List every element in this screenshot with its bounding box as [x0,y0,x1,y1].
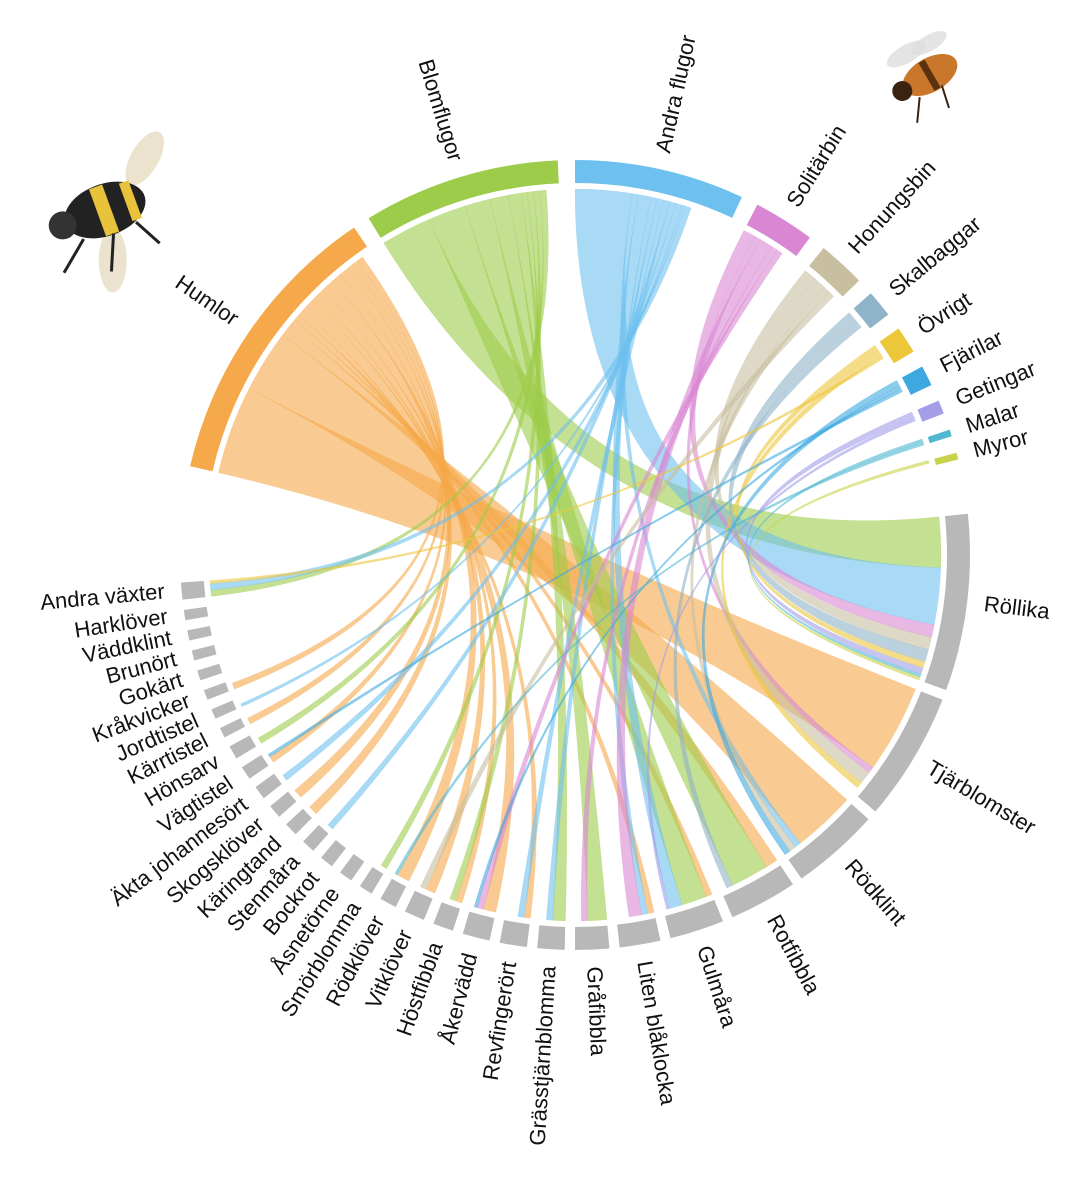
plant-label: Rödklint [840,854,911,930]
ribbons [209,188,942,922]
ribbon [394,441,925,876]
plant-arc [537,925,566,950]
insect-label: Övrigt [913,287,976,340]
plant-arc [270,791,297,817]
ribbon [209,355,885,584]
bee-illustration [886,31,958,123]
plant-arc [462,911,495,941]
insect-arc [575,160,742,218]
insect-arc [917,400,944,422]
plant-arc [255,773,282,799]
plant-arc [723,865,794,918]
plant-arc [183,606,209,621]
plant-label: Grässtjärnblomma [525,965,561,1147]
insect-arc [746,204,810,256]
plant-arc [575,925,610,950]
plant-label: Tjärblomster [923,755,1041,839]
plant-arc [303,824,329,851]
ribbon [721,349,883,789]
ribbon [419,291,835,890]
plant-arc [286,808,312,835]
plant-arc [404,890,433,920]
plant-arc [380,878,407,907]
insect-label: Skalbaggar [884,211,986,301]
ribbon [210,189,549,597]
insect-label: Blomflugor [413,56,468,164]
insect-arc [901,366,932,395]
insect-arc [934,452,959,466]
plant-arc [359,866,384,894]
ribbon [749,459,930,681]
plant-label: Gråfibbla [582,966,611,1057]
plant-arc [187,625,212,641]
insect-arc [879,328,914,364]
ribbon [647,417,916,910]
plant-label: Åkervädd [435,950,482,1046]
insect-label: Honungsbin [843,155,941,258]
insect-arc [190,227,367,472]
plant-arc [433,902,461,931]
ribbon [690,286,830,852]
insect-label: Humlor [171,270,244,331]
ribbon [267,388,903,758]
ribbon [701,380,900,856]
ribbon [473,385,902,908]
plant-arc [321,839,346,867]
ribbon [728,312,929,663]
insect-arc [809,248,860,297]
ribbon [673,321,862,889]
plant-arc [219,718,246,738]
plant-arc [857,691,943,812]
ribbon [745,411,924,675]
plant-arc [229,735,257,759]
plant-arc [617,918,661,948]
ribbon [476,249,783,910]
plant-arc [191,644,217,661]
plant-arc [211,700,237,719]
plant-label: Röllika [983,591,1052,624]
plant-label: Revfingerört [478,960,521,1082]
plant-arc [197,663,223,681]
plant-arc [340,854,365,881]
insect-arc [368,160,559,238]
plant-arc [788,803,869,879]
plant-arc [664,899,723,939]
insect-arc [853,293,889,329]
plant-arc [924,513,971,691]
insect-label: Andra flugor [650,33,700,155]
plant-label: Gulmåra [692,942,742,1031]
plant-label: Rotfibbla [762,910,826,999]
ribbon [209,205,692,591]
plant-label: Liten blåklocka [632,959,681,1107]
plant-arc [499,920,530,948]
plant-arc [203,682,229,700]
bumblebee-illustration [48,131,164,293]
insect-label: Solitärbin [781,120,851,211]
ribbon [231,256,445,690]
plant-arc [241,754,269,779]
plant-arc [180,580,206,600]
insect-arc [927,429,952,444]
